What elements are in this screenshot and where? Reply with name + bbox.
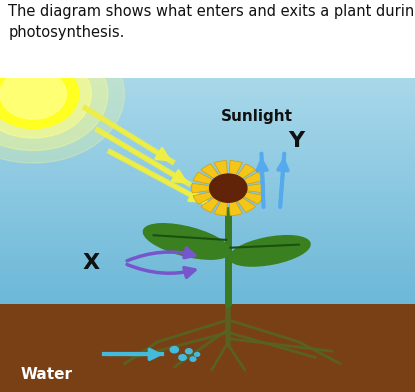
Text: Water: Water	[21, 367, 73, 382]
Wedge shape	[228, 172, 264, 188]
Circle shape	[210, 175, 246, 201]
Circle shape	[179, 355, 186, 360]
Ellipse shape	[143, 224, 230, 259]
Bar	[0, 304, 415, 392]
Wedge shape	[214, 161, 228, 188]
Ellipse shape	[229, 236, 310, 266]
Circle shape	[0, 50, 91, 138]
Wedge shape	[193, 188, 228, 204]
Wedge shape	[228, 188, 256, 212]
Circle shape	[190, 357, 196, 361]
Circle shape	[0, 60, 79, 129]
Wedge shape	[228, 164, 256, 188]
Text: Y: Y	[289, 131, 305, 151]
Circle shape	[170, 347, 178, 353]
Wedge shape	[228, 188, 264, 204]
Text: Sunlight: Sunlight	[221, 109, 293, 123]
Circle shape	[186, 349, 192, 354]
Circle shape	[210, 174, 247, 202]
Wedge shape	[193, 172, 228, 188]
Wedge shape	[201, 188, 228, 212]
Wedge shape	[228, 161, 242, 188]
Wedge shape	[214, 188, 228, 216]
Wedge shape	[228, 183, 265, 193]
Text: X: X	[83, 253, 100, 274]
Wedge shape	[201, 164, 228, 188]
Text: The diagram shows what enters and exits a plant during
photosynthesis.: The diagram shows what enters and exits …	[8, 4, 415, 40]
Wedge shape	[192, 183, 228, 193]
Circle shape	[0, 69, 66, 119]
Circle shape	[0, 25, 124, 163]
Circle shape	[0, 38, 108, 151]
Wedge shape	[228, 188, 242, 216]
Circle shape	[195, 352, 200, 356]
